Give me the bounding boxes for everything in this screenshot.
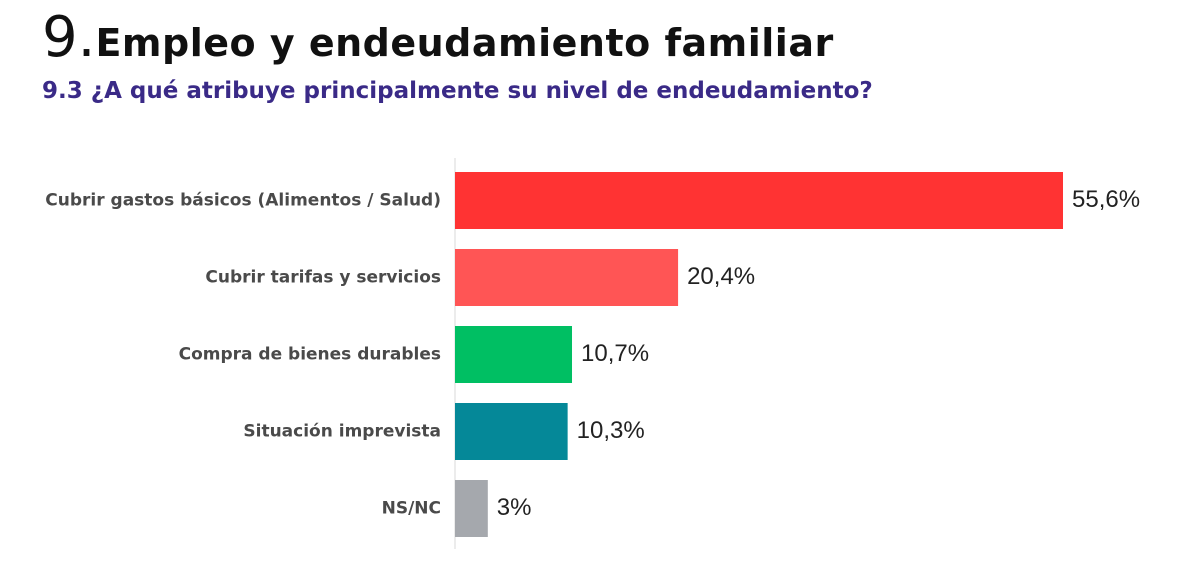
section-title: Empleo y endeudamiento familiar [95, 21, 834, 65]
value-label: 10,3% [577, 417, 645, 444]
bar [455, 403, 568, 460]
section-number: 9. [42, 5, 96, 70]
category-label: Cubrir gastos básicos (Alimentos / Salud… [45, 191, 441, 211]
bar [455, 480, 488, 537]
title-row: 9. Empleo y endeudamiento familiar [42, 10, 1172, 66]
value-label: 20,4% [687, 263, 755, 290]
category-label: NS/NC [382, 499, 441, 519]
bar-chart: Cubrir gastos básicos (Alimentos / Salud… [45, 158, 1140, 549]
bar [455, 172, 1063, 229]
chart-subtitle: 9.3 ¿A qué atribuye principalmente su ni… [42, 78, 873, 104]
category-label: Cubrir tarifas y servicios [205, 268, 441, 288]
value-label: 55,6% [1072, 186, 1140, 213]
bar-group: Cubrir gastos básicos (Alimentos / Salud… [45, 172, 1140, 537]
value-label: 10,7% [581, 340, 649, 367]
chart-header: 9. Empleo y endeudamiento familiar 9.3 ¿… [42, 10, 1172, 105]
bar [455, 249, 679, 306]
value-label: 3% [497, 494, 532, 521]
bar [455, 326, 573, 383]
category-label: Situación imprevista [243, 422, 441, 442]
category-label: Compra de bienes durables [179, 345, 441, 365]
